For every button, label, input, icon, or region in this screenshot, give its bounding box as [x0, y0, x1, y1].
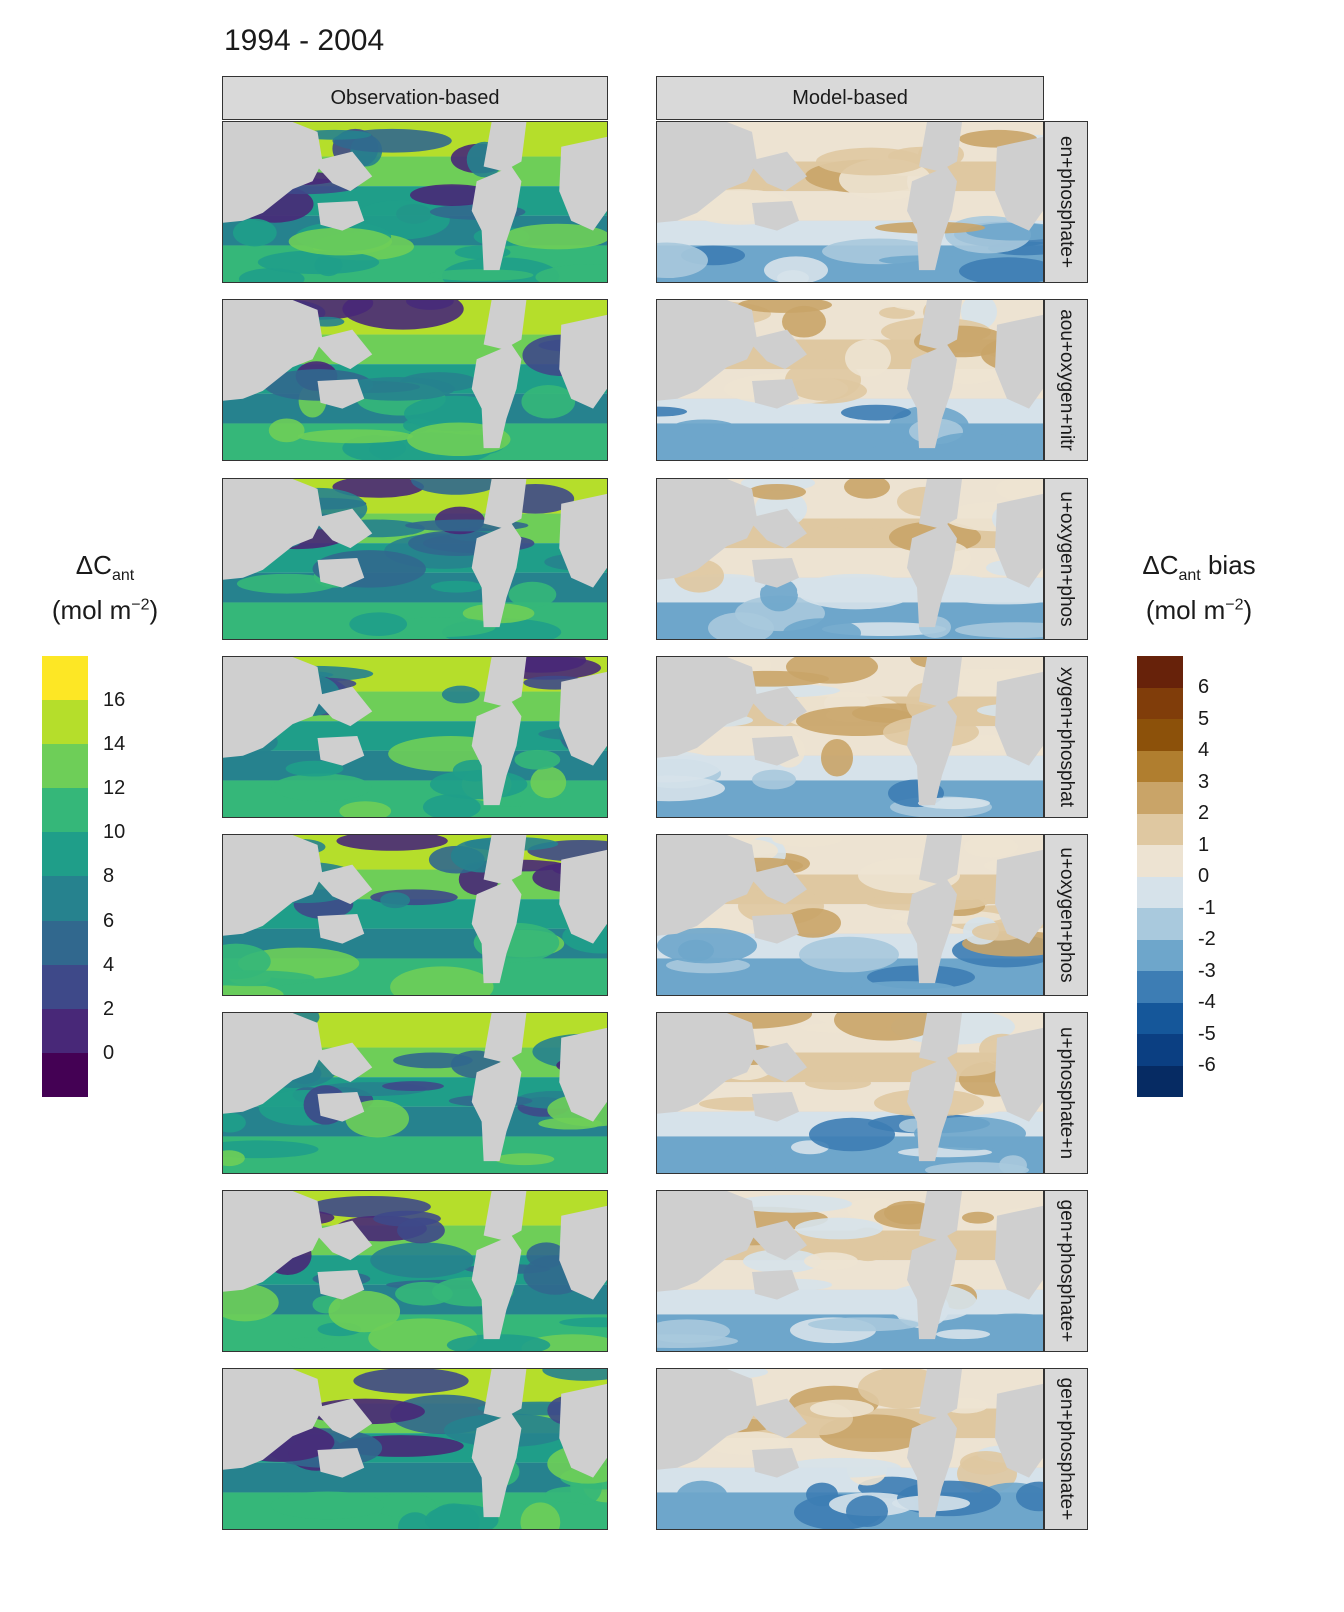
colorbar-swatch: [42, 920, 88, 965]
right-legend-title: ΔCant bias (mol m−2): [1142, 550, 1256, 625]
colorbar-tick-label: -2: [1198, 928, 1216, 950]
colorbar-tick-label: 0: [103, 1041, 115, 1064]
model-bias-map-6: [656, 1012, 1044, 1174]
model-bias-map-5: [656, 834, 1044, 996]
colorbar-swatch: [42, 744, 88, 789]
row-strip-4: xygen+phosphat: [1044, 656, 1088, 818]
observation-map-8: [222, 1368, 608, 1530]
colorbar-swatch: [42, 788, 88, 833]
observation-map-1: [222, 121, 608, 283]
colorbar-tick-label: -1: [1198, 896, 1216, 919]
row-strip-label: u+oxygen+phos: [1056, 847, 1077, 983]
colorbar-swatch: [1137, 656, 1183, 688]
colorbar-tick-label: 1: [1198, 833, 1210, 856]
colorbar-tick-label: 6: [1198, 676, 1210, 698]
colorbar-swatch: [1137, 813, 1183, 845]
row-strip-label: en+phosphate+: [1056, 135, 1077, 269]
colorbar-tick-label: 8: [103, 865, 115, 888]
row-strip-label: aou+oxygen+nitr: [1056, 309, 1077, 451]
colorbar-swatch: [1137, 782, 1183, 814]
colorbar-swatch: [1137, 876, 1183, 908]
colorbar-tick-label: -4: [1198, 991, 1216, 1013]
colorbar-tick-label: -6: [1198, 1054, 1216, 1076]
colorbar-tick-label: 5: [1198, 707, 1210, 730]
colorbar-tick-label: 3: [1198, 770, 1210, 793]
row-strip-3: u+oxygen+phos: [1044, 478, 1088, 640]
colorbar-tick-label: 6: [103, 909, 115, 932]
colorbar-swatch: [1137, 719, 1183, 751]
row-strip-label: xygen+phosphat: [1056, 667, 1077, 807]
colorbar-tick-label: -3: [1198, 959, 1216, 982]
row-strip-2: aou+oxygen+nitr: [1044, 299, 1088, 461]
colorbar-swatch: [42, 656, 88, 701]
left-colorbar: [42, 656, 88, 1097]
colorbar-tick-label: 0: [1198, 865, 1210, 887]
row-strip-label: u+phosphate+n: [1056, 1026, 1077, 1160]
row-strip-label: u+oxygen+phos: [1056, 491, 1077, 627]
row-strip-7: gen+phosphate+: [1044, 1190, 1088, 1352]
colorbar-swatch: [42, 832, 88, 877]
observation-map-6: [222, 1012, 608, 1174]
colorbar-swatch: [42, 1052, 88, 1097]
colorbar-swatch: [42, 876, 88, 921]
observation-map-5: [222, 834, 608, 996]
row-strip-5: u+oxygen+phos: [1044, 834, 1088, 996]
model-bias-map-1: [656, 121, 1044, 283]
row-strip-label: gen+phosphate+: [1056, 1377, 1077, 1521]
colorbar-tick-label: 12: [103, 777, 126, 800]
colorbar-tick-label: 10: [103, 821, 126, 844]
colorbar-tick-label: -5: [1198, 1022, 1216, 1045]
model-bias-map-2: [656, 299, 1044, 461]
colorbar-swatch: [1137, 908, 1183, 940]
colorbar-swatch: [1137, 971, 1183, 1003]
left-legend-title: ΔCant (mol m−2): [51, 550, 159, 625]
observation-map-2: [222, 299, 608, 461]
column-header-model: Model-based: [656, 76, 1044, 120]
colorbar-swatch: [1137, 1034, 1183, 1066]
colorbar-swatch: [1137, 939, 1183, 971]
colorbar-swatch: [1137, 845, 1183, 877]
row-strip-1: en+phosphate+: [1044, 121, 1088, 283]
colorbar-tick-label: 14: [103, 733, 126, 756]
model-bias-map-8: [656, 1368, 1044, 1530]
right-colorbar: [1137, 656, 1183, 1097]
column-header-observation: Observation-based: [222, 76, 608, 120]
colorbar-swatch: [42, 964, 88, 1009]
row-strip-label: gen+phosphate+: [1056, 1199, 1077, 1343]
observation-map-3: [222, 478, 608, 640]
colorbar-swatch: [42, 700, 88, 745]
model-bias-map-4: [656, 656, 1044, 818]
colorbar-tick-label: 2: [1198, 802, 1210, 824]
colorbar-swatch: [1137, 750, 1183, 782]
colorbar-tick-label: 16: [103, 689, 126, 711]
colorbar-swatch: [1137, 687, 1183, 719]
row-strip-6: u+phosphate+n: [1044, 1012, 1088, 1174]
model-bias-map-7: [656, 1190, 1044, 1352]
row-strip-8: gen+phosphate+: [1044, 1368, 1088, 1530]
observation-map-4: [222, 656, 608, 818]
colorbar-tick-label: 2: [103, 997, 115, 1020]
colorbar-tick-label: 4: [1198, 739, 1210, 761]
colorbar-swatch: [42, 1008, 88, 1053]
colorbar-swatch: [1137, 1065, 1183, 1097]
chart-title: 1994 - 2004: [224, 24, 385, 57]
observation-map-7: [222, 1190, 608, 1352]
model-bias-map-3: [656, 478, 1044, 640]
colorbar-tick-label: 4: [103, 953, 115, 976]
colorbar-swatch: [1137, 1002, 1183, 1034]
